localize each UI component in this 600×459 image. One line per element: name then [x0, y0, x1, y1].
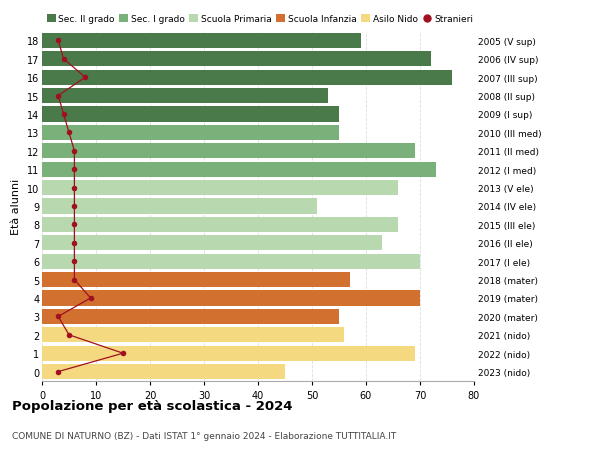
Bar	[42, 273, 350, 287]
Point	[86, 295, 95, 302]
Point	[53, 313, 63, 320]
Point	[80, 74, 90, 82]
Bar	[42, 236, 382, 251]
Text: COMUNE DI NATURNO (BZ) - Dati ISTAT 1° gennaio 2024 - Elaborazione TUTTITALIA.IT: COMUNE DI NATURNO (BZ) - Dati ISTAT 1° g…	[12, 431, 396, 441]
Text: Popolazione per età scolastica - 2024: Popolazione per età scolastica - 2024	[12, 399, 293, 412]
Bar	[42, 181, 398, 196]
Point	[70, 240, 79, 247]
Y-axis label: Età alunni: Età alunni	[11, 179, 21, 235]
Bar	[42, 254, 420, 269]
Point	[118, 350, 128, 357]
Bar	[42, 71, 452, 85]
Bar	[42, 89, 328, 104]
Point	[59, 56, 68, 63]
Bar	[42, 144, 415, 159]
Point	[70, 203, 79, 210]
Point	[70, 148, 79, 155]
Bar	[42, 291, 420, 306]
Bar	[42, 126, 339, 140]
Legend: Sec. II grado, Sec. I grado, Scuola Primaria, Scuola Infanzia, Asilo Nido, Stran: Sec. II grado, Sec. I grado, Scuola Prim…	[47, 15, 473, 24]
Point	[53, 93, 63, 100]
Point	[70, 166, 79, 174]
Point	[59, 111, 68, 118]
Point	[53, 38, 63, 45]
Bar	[42, 199, 317, 214]
Bar	[42, 309, 339, 324]
Bar	[42, 52, 431, 67]
Point	[70, 258, 79, 265]
Bar	[42, 364, 285, 379]
Bar	[42, 346, 415, 361]
Point	[53, 368, 63, 375]
Bar	[42, 107, 339, 122]
Point	[64, 129, 74, 137]
Bar	[42, 218, 398, 232]
Bar	[42, 328, 344, 342]
Bar	[42, 34, 361, 49]
Point	[70, 221, 79, 229]
Point	[70, 276, 79, 284]
Point	[70, 185, 79, 192]
Bar	[42, 162, 436, 177]
Point	[64, 331, 74, 339]
